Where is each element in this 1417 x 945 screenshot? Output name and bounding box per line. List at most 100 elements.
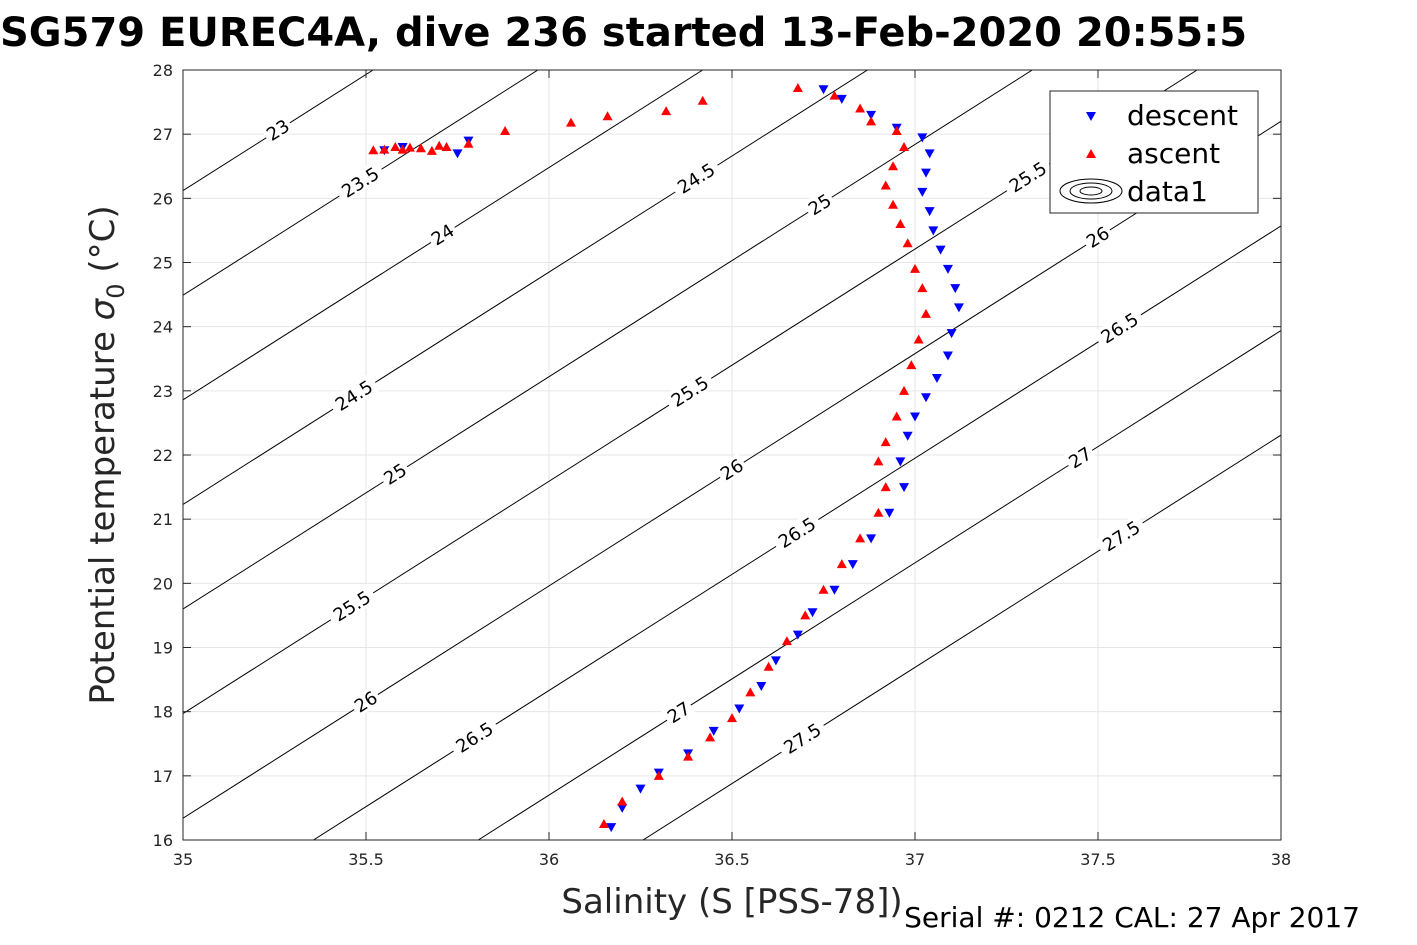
contour-label-bg bbox=[1001, 154, 1054, 199]
ascent-point bbox=[880, 437, 891, 447]
descent-point bbox=[866, 110, 877, 120]
descent-point bbox=[946, 329, 957, 339]
descent-point bbox=[617, 803, 628, 813]
ascent-point bbox=[873, 456, 884, 466]
descent-point bbox=[924, 207, 935, 217]
contour-label: 25 bbox=[380, 460, 411, 490]
ascent-point bbox=[683, 751, 694, 761]
contour-label-bg bbox=[425, 218, 460, 251]
ascent-point bbox=[463, 138, 474, 148]
ascent-point bbox=[899, 142, 910, 151]
contour-label: 26 bbox=[1083, 223, 1114, 253]
ascent-point bbox=[500, 125, 511, 135]
y-tick-label: 23 bbox=[153, 382, 173, 401]
descent-point bbox=[920, 168, 931, 178]
descent-point bbox=[924, 149, 935, 159]
descent-point bbox=[708, 726, 719, 736]
x-tick-label: 37.5 bbox=[1080, 850, 1116, 869]
y-tick-label: 25 bbox=[153, 254, 173, 273]
x-tick-label: 38 bbox=[1271, 850, 1291, 869]
y-tick-label: 20 bbox=[153, 574, 173, 593]
contour-label-group: 27 bbox=[1062, 441, 1097, 473]
x-tick-label: 35.5 bbox=[348, 850, 384, 869]
legend-data1-label: data1 bbox=[1127, 175, 1208, 208]
contour-label-group: 24 bbox=[425, 218, 460, 251]
contour-label-bg bbox=[260, 113, 295, 146]
contour-label-bg bbox=[333, 159, 387, 204]
contour-label-group: 25 bbox=[377, 457, 412, 490]
ascent-point bbox=[866, 116, 877, 126]
contour-label-bg bbox=[1062, 441, 1097, 473]
contour-label-bg bbox=[802, 187, 837, 220]
descent-point bbox=[917, 133, 928, 143]
ascent-point bbox=[390, 142, 401, 151]
descent-point bbox=[884, 508, 895, 518]
ascent-point bbox=[661, 106, 672, 116]
ascent-point bbox=[379, 144, 390, 154]
ascent-point bbox=[792, 82, 803, 92]
y-tick-label: 26 bbox=[153, 189, 173, 208]
y-tick-label: 27 bbox=[153, 125, 173, 144]
ascent-point bbox=[891, 125, 902, 135]
contour-label-bg bbox=[1092, 305, 1146, 350]
ascent-point bbox=[902, 238, 913, 248]
descent-point bbox=[928, 226, 939, 236]
contour-label-bg bbox=[669, 155, 723, 200]
y-tick-label: 22 bbox=[153, 446, 173, 465]
ascent-point bbox=[880, 180, 891, 190]
contour-label-group: 24.5 bbox=[669, 155, 723, 200]
contour-label-group: 26 bbox=[714, 452, 749, 485]
contour-label: 26 bbox=[351, 687, 382, 717]
ascent-point bbox=[855, 103, 866, 113]
chart-title: SG579 EUREC4A, dive 236 started 13-Feb-2… bbox=[0, 10, 1247, 56]
contour-label-bg bbox=[775, 716, 829, 760]
ascent-point bbox=[434, 140, 445, 150]
y-tick-label: 21 bbox=[153, 510, 173, 529]
descent-point bbox=[935, 245, 946, 255]
contour-label-group: 23 bbox=[260, 113, 295, 146]
ascent-point bbox=[617, 796, 628, 806]
descent-point bbox=[931, 374, 942, 383]
contour-label-bg bbox=[661, 695, 696, 728]
contour-label-group: 25 bbox=[802, 187, 837, 220]
descent-point bbox=[734, 704, 745, 714]
descent-point bbox=[836, 94, 847, 104]
legend-descent-marker bbox=[1086, 112, 1096, 121]
ascent-point bbox=[763, 661, 774, 671]
y-axis-label-unit: (°C) bbox=[83, 205, 123, 283]
ascent-point bbox=[829, 90, 840, 100]
y-axis-label: Potential temperature σ0 (°C) bbox=[83, 205, 130, 704]
ascent-point bbox=[917, 283, 928, 293]
ascent-point bbox=[891, 411, 902, 421]
descent-point bbox=[606, 823, 617, 833]
descent-point bbox=[953, 303, 964, 313]
y-tick-label: 18 bbox=[153, 703, 173, 722]
contour-label-bg bbox=[325, 583, 378, 628]
descent-point bbox=[910, 412, 920, 422]
descent-point bbox=[818, 85, 829, 95]
contour-label: 23 bbox=[263, 116, 294, 146]
ascent-point bbox=[873, 507, 884, 517]
contour-label-bg bbox=[377, 457, 412, 490]
descent-point bbox=[756, 682, 767, 691]
x-axis-label: Salinity (S [PSS-78]) bbox=[561, 882, 902, 922]
ascent-point bbox=[913, 334, 924, 344]
ascent-point bbox=[705, 732, 716, 742]
x-tick-label: 37 bbox=[905, 850, 925, 869]
ascent-point bbox=[855, 533, 866, 543]
ascent-point bbox=[888, 161, 899, 171]
descent-point bbox=[847, 560, 858, 570]
ascent-point bbox=[602, 111, 613, 121]
descent-point bbox=[829, 585, 840, 595]
contour-label: 27 bbox=[664, 698, 695, 728]
ascent-point bbox=[598, 818, 609, 828]
contour-label-group: 27.5 bbox=[1094, 513, 1148, 558]
ascent-point bbox=[899, 385, 910, 395]
descent-point bbox=[866, 534, 877, 544]
ascent-point bbox=[895, 219, 906, 228]
contour-labels: 2323.52424.524.5252525.525.525.526262626… bbox=[260, 113, 1148, 760]
x-tick-label: 36.5 bbox=[714, 850, 750, 869]
ascent-point bbox=[727, 713, 737, 723]
ascent-point bbox=[397, 144, 408, 154]
